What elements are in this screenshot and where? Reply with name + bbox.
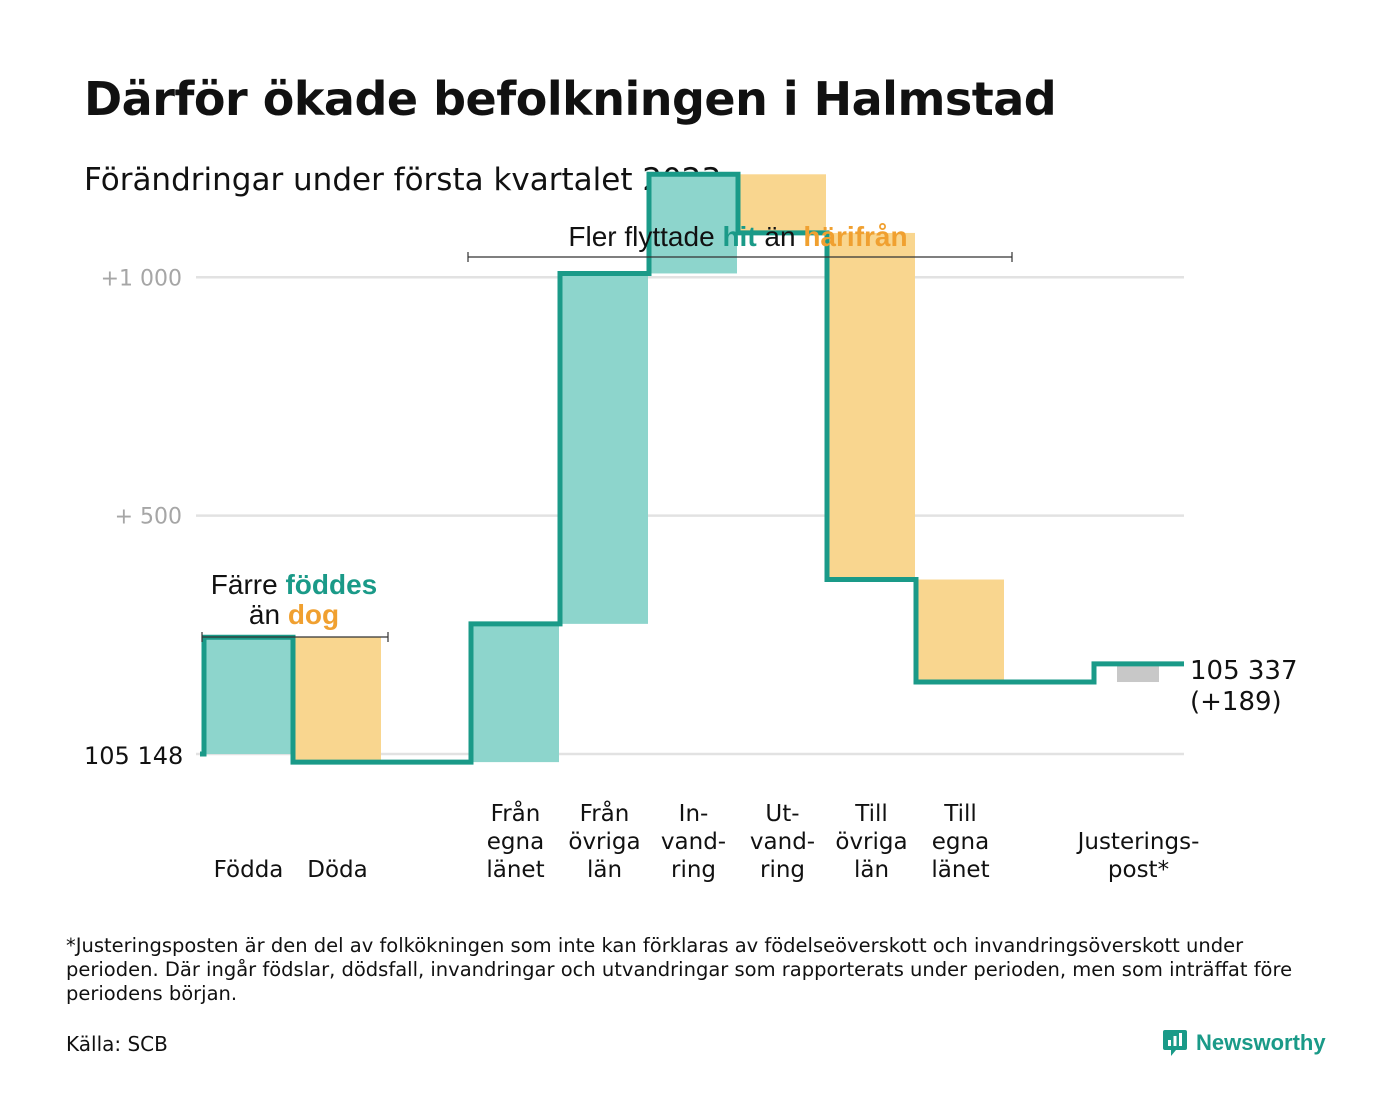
migration-annotation-pre: Fler flyttade: [568, 221, 722, 252]
category-label-6-1: vand-: [750, 829, 815, 855]
category-label-6-0: Ut-: [765, 801, 799, 827]
births-annotation-highlight: föddes: [285, 569, 377, 600]
waterfall-chart: + 500+1 000 Födda DödaFrånegnalänetFrånöv…: [84, 171, 1298, 883]
category-label-5-2: ring: [671, 857, 716, 883]
chart-title: Därför ökade befolkningen i Halmstad: [84, 72, 1057, 126]
category-label-1-0: Döda: [307, 857, 367, 883]
source-label: Källa: SCB: [66, 1032, 168, 1056]
bar-10: [1117, 663, 1159, 683]
bar-3: [471, 623, 559, 763]
category-label-3-0: Från: [491, 799, 541, 827]
births-annotation-bracket: [201, 632, 389, 642]
svg-text:Fler flyttade hit än härifrån: Fler flyttade hit än härifrån: [568, 221, 907, 252]
births-annotation: Färre föddes än dog: [201, 569, 389, 642]
migration-annotation-hit: hit: [722, 221, 756, 252]
category-label-3-2: länet: [486, 857, 544, 883]
births-annotation-pre: Färre: [211, 569, 286, 600]
migration-annotation-bracket: [467, 252, 1013, 262]
category-label-3-1: egna: [487, 829, 544, 855]
bar-1: [293, 637, 381, 763]
category-label-4-2: län: [587, 857, 622, 883]
bar-4: [560, 273, 648, 624]
migration-annotation-mid: än: [757, 221, 804, 252]
end-value-label: 105 337: [1190, 656, 1298, 686]
end-change-label: (+189): [1190, 687, 1282, 717]
category-label-6-2: ring: [760, 857, 805, 883]
cumulative-step-line: [200, 171, 1184, 765]
footnote: *Justeringsposten är den del av folkökni…: [66, 934, 1293, 1005]
category-label-8-0: Till: [943, 801, 977, 827]
category-label-7-1: övriga: [835, 829, 907, 855]
deaths-annotation-pre: än: [249, 599, 288, 630]
category-labels: Födda DödaFrånegnalänetFrånövrigalänIn-va…: [214, 799, 1200, 883]
bar-0: [204, 637, 292, 755]
svg-text:Färre föddes: Färre föddes: [211, 569, 377, 600]
newsworthy-logo[interactable]: Newsworthy: [1162, 1028, 1326, 1058]
category-label-7-2: län: [854, 857, 889, 883]
y-tick-label-1: + 500: [115, 505, 182, 530]
bar-7: [827, 232, 915, 580]
category-label-10-0: Justerings-: [1076, 829, 1200, 855]
cumulative-line: [200, 171, 1184, 765]
bar-6: [738, 174, 826, 233]
migration-annotation-harifran: härifrån: [803, 221, 907, 252]
deaths-annotation-highlight: dog: [288, 599, 339, 630]
category-label-7-0: Till: [854, 801, 888, 827]
category-label-8-2: länet: [931, 857, 989, 883]
category-label-10-1: post*: [1108, 857, 1169, 883]
bars: [204, 174, 1159, 763]
migration-annotation: Fler flyttade hit än härifrån: [467, 221, 1013, 262]
category-label-4-0: Från: [580, 799, 630, 827]
category-label-5-1: vand-: [661, 829, 726, 855]
y-tick-label-2: +1 000: [101, 266, 182, 291]
bar-8: [916, 579, 1004, 683]
newsworthy-logo-icon: [1163, 1030, 1187, 1056]
category-label-8-1: egna: [932, 829, 989, 855]
newsworthy-logo-text: Newsworthy: [1196, 1030, 1326, 1055]
category-label-4-1: övriga: [568, 829, 640, 855]
start-value-label: 105 148: [84, 742, 183, 770]
svg-text:än dog: än dog: [249, 599, 339, 630]
chart-subtitle: Förändringar under första kvartalet 2023: [84, 162, 722, 198]
category-label-0-0: Födda: [214, 857, 284, 883]
category-label-5-0: In-: [679, 801, 709, 827]
